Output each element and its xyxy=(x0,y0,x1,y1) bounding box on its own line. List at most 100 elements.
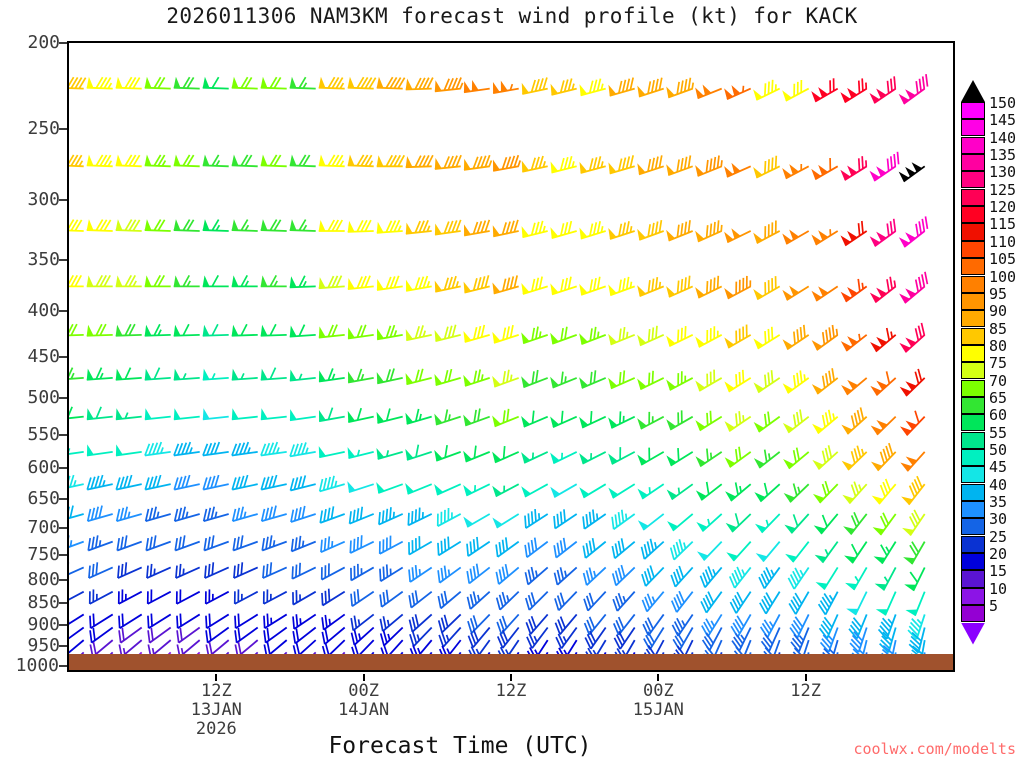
wind-barb-layer xyxy=(69,73,929,670)
colorbar-swatch[interactable] xyxy=(961,310,985,328)
barb-row xyxy=(69,474,926,506)
x-axis-label-year: 2026 xyxy=(195,719,237,740)
x-axis-label: 00Z 15JAN xyxy=(613,681,703,720)
colorbar-swatch[interactable] xyxy=(961,379,985,397)
y-axis-tick xyxy=(59,645,67,648)
colorbar-tick-label: 60 xyxy=(989,406,1008,425)
colorbar-legend[interactable]: 150 145 140 135 130 125 120 115 110 105 100 95 90 85 8… xyxy=(961,80,1024,660)
y-axis-tick xyxy=(59,198,67,201)
x-axis-label-time: 12Z xyxy=(200,681,232,701)
colorbar-swatch[interactable] xyxy=(961,605,985,623)
y-axis-label: 550 xyxy=(27,423,60,445)
y-axis-label: 250 xyxy=(27,118,60,140)
colorbar-tick-label: 20 xyxy=(989,545,1008,564)
colorbar-swatch[interactable] xyxy=(961,535,985,553)
colorbar-swatch[interactable] xyxy=(961,102,985,120)
credit-watermark: coolwx.com/modelts xyxy=(853,740,1016,758)
colorbar-tick-label: 10 xyxy=(989,579,1008,598)
colorbar-swatch[interactable] xyxy=(961,171,985,189)
colorbar-swatch[interactable] xyxy=(961,414,985,432)
colorbar-under-arrow xyxy=(961,622,985,645)
y-axis-label: 200 xyxy=(27,32,60,53)
colorbar-tick-label: 150 xyxy=(989,94,1017,112)
colorbar-swatch[interactable] xyxy=(961,449,985,467)
colorbar-tick-label: 120 xyxy=(989,198,1017,217)
y-axis-label: 350 xyxy=(27,248,60,270)
colorbar-tick-label: 100 xyxy=(989,267,1017,286)
colorbar-tick-label: 130 xyxy=(989,163,1017,182)
colorbar-swatch[interactable] xyxy=(961,570,985,588)
y-axis-label: 300 xyxy=(27,188,60,210)
colorbar-tick-label: 15 xyxy=(989,562,1008,581)
y-axis-label: 600 xyxy=(27,457,60,479)
colorbar-swatch[interactable] xyxy=(961,188,985,206)
colorbar-swatch[interactable] xyxy=(961,292,985,310)
colorbar-swatch[interactable] xyxy=(961,483,985,501)
barb-row xyxy=(69,73,929,105)
colorbar-swatch[interactable] xyxy=(961,344,985,362)
y-axis-tick xyxy=(59,128,67,131)
colorbar-tick-label: 105 xyxy=(989,250,1017,269)
barb-row xyxy=(69,535,926,565)
colorbar-swatch[interactable] xyxy=(961,136,985,154)
colorbar-tick-label: 85 xyxy=(989,319,1008,338)
colorbar-tick-label: 80 xyxy=(989,336,1008,355)
y-axis-label: 450 xyxy=(27,345,60,367)
colorbar-swatch[interactable] xyxy=(961,258,985,276)
colorbar-tick-label: 40 xyxy=(989,475,1008,494)
y-axis-tick xyxy=(59,42,67,44)
x-axis-tick xyxy=(215,674,218,681)
y-axis-tick xyxy=(59,396,67,399)
x-axis-label: 12Z xyxy=(466,681,556,701)
y-axis-label: 700 xyxy=(27,517,60,539)
colorbar-swatch[interactable] xyxy=(961,466,985,484)
barb-row xyxy=(69,505,926,537)
x-axis-label: 00Z 14JAN xyxy=(319,681,409,720)
barb-row xyxy=(69,626,926,654)
y-axis-tick xyxy=(59,602,67,605)
colorbar-swatch[interactable] xyxy=(961,501,985,519)
barb-row xyxy=(69,271,929,304)
y-axis-label: 750 xyxy=(27,543,60,565)
y-axis-tick xyxy=(59,258,67,261)
colorbar-swatch[interactable] xyxy=(961,223,985,241)
colorbar-swatch[interactable] xyxy=(961,119,985,137)
y-axis-label: 400 xyxy=(27,300,60,322)
y-axis-tick xyxy=(59,498,67,501)
colorbar-tick-label: 50 xyxy=(989,441,1008,459)
colorbar-swatch[interactable] xyxy=(961,362,985,380)
x-axis-label-time: 00Z xyxy=(642,681,674,701)
colorbar-swatch[interactable] xyxy=(961,431,985,449)
colorbar-swatch[interactable] xyxy=(961,587,985,605)
x-axis-label: 12Z xyxy=(761,681,851,701)
barb-row xyxy=(69,216,929,248)
colorbar-swatch[interactable] xyxy=(961,396,985,415)
x-axis-title: Forecast Time (UTC) xyxy=(328,733,592,759)
colorbar-swatch[interactable] xyxy=(961,553,985,571)
colorbar-swatch[interactable] xyxy=(961,240,985,258)
colorbar-tick-label: 135 xyxy=(989,146,1017,165)
x-axis-tick xyxy=(804,674,807,681)
y-axis-label: 500 xyxy=(27,386,60,408)
colorbar-swatch[interactable] xyxy=(961,518,985,536)
barb-row xyxy=(69,441,926,472)
x-axis-tick xyxy=(510,674,512,681)
colorbar-tick-label: 95 xyxy=(989,284,1008,303)
x-axis-label: 12Z 13JAN 2026 xyxy=(171,681,261,740)
x-axis-tick xyxy=(657,674,660,681)
barb-row xyxy=(69,322,926,353)
colorbar-tick-label: 35 xyxy=(989,493,1008,512)
plot-area xyxy=(67,41,955,672)
y-axis-tick xyxy=(59,467,67,470)
y-axis-tick xyxy=(59,310,67,313)
colorbar-swatch[interactable] xyxy=(961,154,985,172)
colorbar-tick-label: 75 xyxy=(989,354,1008,373)
colorbar-swatch[interactable] xyxy=(961,206,985,224)
colorbar-tick-label: 30 xyxy=(989,510,1008,529)
colorbar-swatch[interactable] xyxy=(961,275,985,293)
barb-row xyxy=(69,151,926,183)
barb-row xyxy=(69,588,926,617)
colorbar-swatch[interactable] xyxy=(961,327,985,345)
y-axis-label: 650 xyxy=(27,488,60,510)
